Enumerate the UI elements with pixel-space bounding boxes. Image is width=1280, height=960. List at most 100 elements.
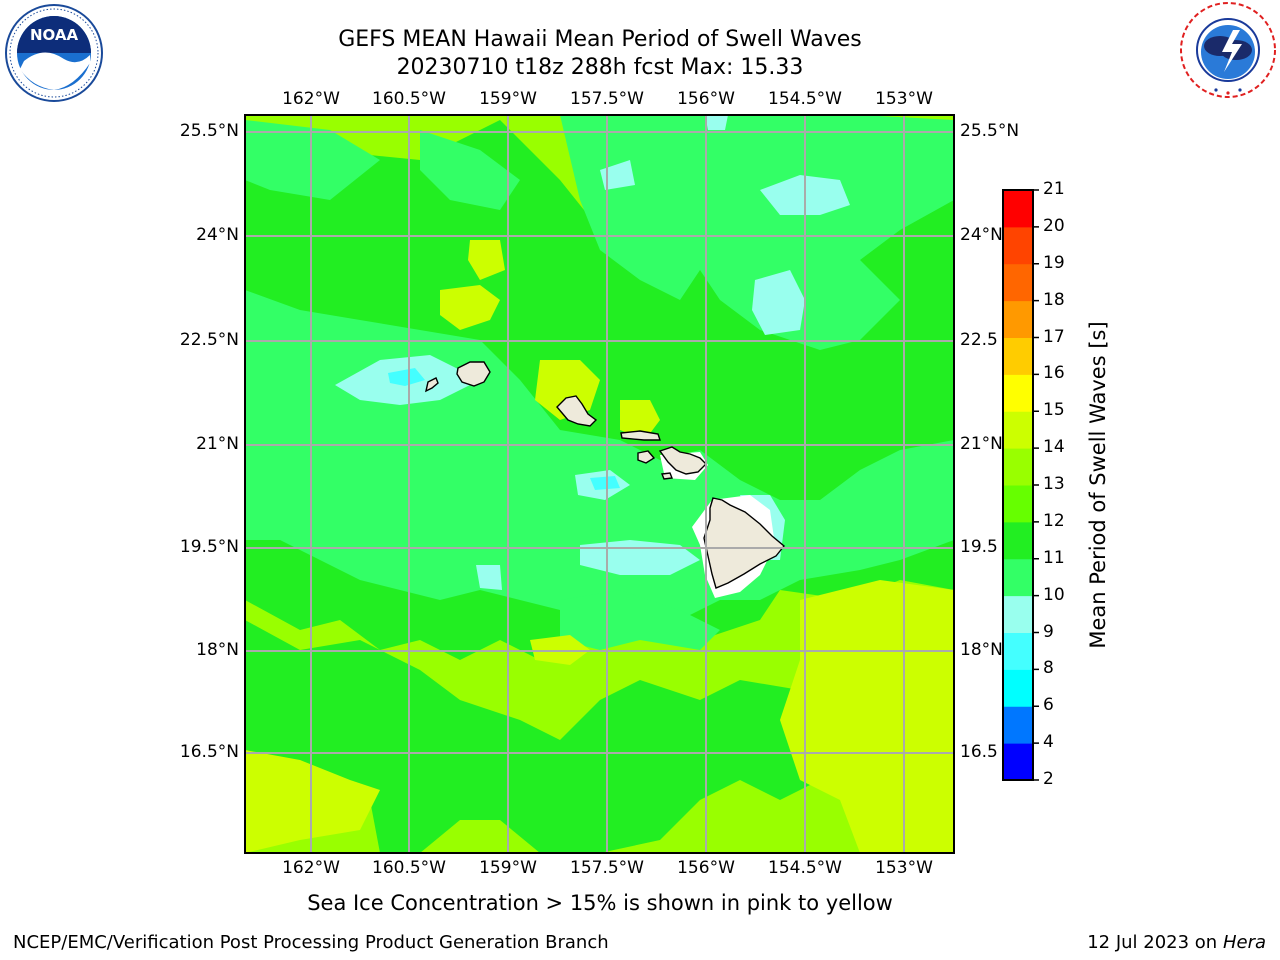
colorbar-segment xyxy=(1003,743,1033,781)
lon-label-bottom: 153°W xyxy=(875,858,933,878)
island-niihau xyxy=(424,377,439,393)
lon-label-top: 157.5°W xyxy=(570,89,644,109)
lat-label-right: 18°N xyxy=(960,640,1003,660)
colorbar-tick-label: 6 xyxy=(1043,695,1054,716)
chart-title: GEFS MEAN Hawaii Mean Period of Swell Wa… xyxy=(338,27,862,52)
colorbar-segment xyxy=(1003,521,1033,560)
lat-label-left: 24°N xyxy=(196,225,239,245)
contour-10-11 xyxy=(245,120,380,200)
credit-text: NCEP/EMC/Verification Post Processing Pr… xyxy=(13,932,609,953)
lat-label-left: 22.5°N xyxy=(179,330,239,350)
contour-8-9 xyxy=(590,476,620,490)
colorbar-tick-label: 19 xyxy=(1043,252,1065,273)
contour-13-14 xyxy=(780,580,954,853)
contour-13-14 xyxy=(245,750,380,853)
island-oahu xyxy=(556,395,598,427)
lat-label-left: 19.5°N xyxy=(179,537,239,557)
colorbar-segment xyxy=(1003,632,1033,670)
nws-logo xyxy=(1180,2,1276,98)
contour-9-10 xyxy=(600,160,635,190)
colorbar-tick-label: 2 xyxy=(1043,769,1054,789)
sea-ice-note-text: Sea Ice Concentration > 15% is shown in … xyxy=(307,891,893,915)
chart-subtitle: 20230710 t18z 288h fcst Max: 15.33 xyxy=(396,55,804,80)
colorbar-segment xyxy=(1003,448,1033,486)
lat-label-left: 16.5°N xyxy=(179,742,239,762)
contour-9-10 xyxy=(752,270,805,335)
colorbar-tick-label: 16 xyxy=(1043,363,1065,384)
colorbar-segment xyxy=(1003,190,1033,228)
colorbar-segment xyxy=(1003,485,1033,523)
lon-label-bottom: 156°W xyxy=(677,858,735,878)
colorbar-segment xyxy=(1003,263,1033,302)
colorbar-tick-label: 11 xyxy=(1043,547,1065,568)
colorbar-segment xyxy=(1003,411,1033,449)
lon-label-top: 156°W xyxy=(677,89,735,109)
contour-10-11 xyxy=(560,115,954,350)
lon-label-bottom: 157.5°W xyxy=(570,858,644,878)
lon-label-bottom: 154.5°W xyxy=(768,858,842,878)
lat-label-right: 21°N xyxy=(960,434,1003,454)
colorbar-label: Mean Period of Swell Waves [s] xyxy=(1086,321,1110,649)
sea-ice-note: Sea Ice Concentration > 15% is shown in … xyxy=(0,891,1280,915)
contour-13-14 xyxy=(440,285,500,330)
colorbar-tick-label: 9 xyxy=(1043,621,1054,642)
colorbar-tick-label: 21 xyxy=(1043,179,1065,199)
lat-label-right: 22.5 xyxy=(960,330,998,350)
colorbar-segment xyxy=(1003,374,1033,412)
lat-label-right: 24°N xyxy=(960,225,1003,245)
contour-13-14 xyxy=(468,240,505,280)
lon-label-top: 160.5°W xyxy=(372,89,446,109)
contour-13-14 xyxy=(535,360,600,420)
lat-label-right: 16.5 xyxy=(960,742,998,762)
noaa-logo: NOAA xyxy=(5,4,103,102)
colorbar-segment xyxy=(1003,300,1033,338)
colorbar-tick-label: 10 xyxy=(1043,584,1065,605)
colorbar-tick-label: 17 xyxy=(1043,326,1065,347)
date-text: 12 Jul 2023 on Hera xyxy=(1087,932,1266,953)
colorbar-tick-label: 14 xyxy=(1043,437,1065,458)
lon-label-top: 159°W xyxy=(479,89,537,109)
island-kahoolawe xyxy=(661,472,673,480)
colorbar-segment xyxy=(1003,558,1033,597)
colorbar-segment xyxy=(1003,226,1033,265)
contour-9-10 xyxy=(476,565,502,590)
lat-label-left: 25.5°N xyxy=(179,121,239,141)
contour-10-11 xyxy=(560,590,720,650)
lat-label-left: 18°N xyxy=(196,640,239,660)
colorbar-segment xyxy=(1003,706,1033,744)
noaa-logo-text: NOAA xyxy=(30,26,79,44)
map-frame xyxy=(244,114,955,854)
colorbar-tick-label: 18 xyxy=(1043,289,1065,310)
colorbar-segment xyxy=(1003,669,1033,707)
colorbar-tick-label: 12 xyxy=(1043,510,1065,531)
colorbar-tick-label: 20 xyxy=(1043,215,1065,236)
colorbar-tick-label: 13 xyxy=(1043,474,1065,494)
island-molokai xyxy=(620,430,661,441)
colorbar-segment xyxy=(1003,337,1033,375)
colorbar-tick-label: 4 xyxy=(1043,732,1054,753)
lon-label-top: 162°W xyxy=(282,89,340,109)
lon-label-top: 154.5°W xyxy=(768,89,842,109)
lat-label-right: 25.5°N xyxy=(960,121,1020,141)
colorbar xyxy=(1002,189,1039,781)
lon-label-top: 153°W xyxy=(875,89,933,109)
contour-8-9 xyxy=(388,368,425,386)
contour-11-12 xyxy=(245,620,830,853)
lon-label-bottom: 162°W xyxy=(282,858,340,878)
graticule xyxy=(245,115,954,853)
lon-label-bottom: 160.5°W xyxy=(372,858,446,878)
contour-9-10 xyxy=(705,115,728,130)
lat-label-left: 21°N xyxy=(196,434,239,454)
colorbar-segment xyxy=(1003,595,1033,633)
colorbar-tick-label: 15 xyxy=(1043,400,1065,421)
lat-label-right: 19.5 xyxy=(960,537,998,557)
hawaii-islands xyxy=(424,361,785,589)
lon-label-bottom: 159°W xyxy=(479,858,537,878)
date-value: 12 Jul 2023 on xyxy=(1087,932,1223,953)
contour-13-14 xyxy=(620,400,660,440)
colorbar-tick-label: 8 xyxy=(1043,658,1054,679)
island-kauai xyxy=(456,361,491,387)
machine-name: Hera xyxy=(1222,932,1266,953)
contour-10-11 xyxy=(420,130,520,210)
